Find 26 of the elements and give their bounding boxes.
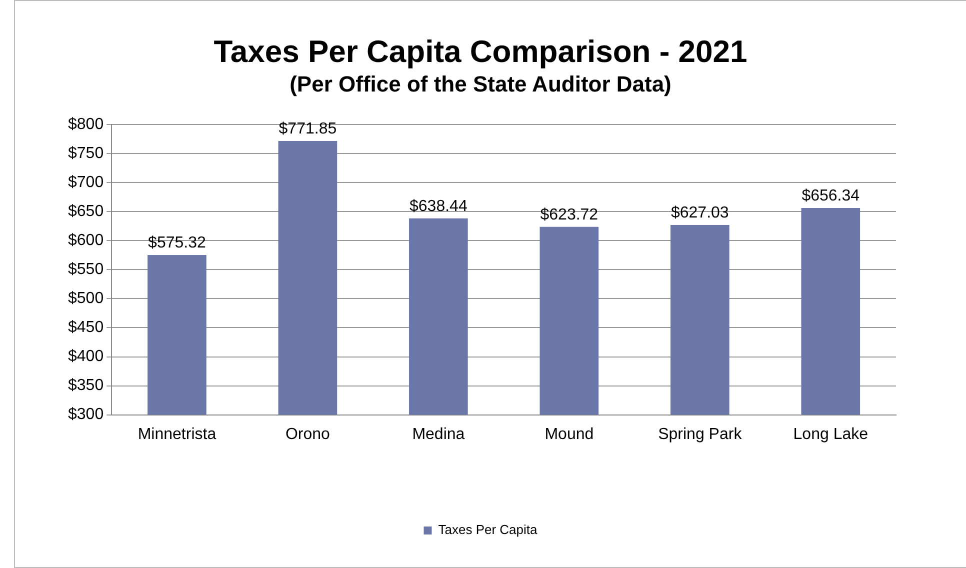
y-tick-label: $550 bbox=[68, 261, 104, 278]
y-tick-label: $650 bbox=[68, 203, 104, 220]
y-tick-label: $500 bbox=[68, 290, 104, 308]
x-tick-label: Orono bbox=[285, 426, 330, 443]
legend-label: Taxes Per Capita bbox=[438, 522, 538, 538]
y-tick-label: $350 bbox=[68, 377, 104, 394]
data-label: $627.03 bbox=[670, 204, 729, 222]
y-tick-label: $750 bbox=[68, 145, 104, 162]
y-tick-label: $600 bbox=[68, 232, 104, 250]
data-label: $656.34 bbox=[802, 187, 860, 204]
x-tick-label: Long Lake bbox=[793, 426, 868, 443]
data-label: $575.32 bbox=[148, 234, 206, 252]
x-tick-label: Mound bbox=[544, 426, 594, 443]
chart-title: Taxes Per Capita Comparison - 2021 bbox=[214, 34, 748, 70]
y-tick-label: $700 bbox=[68, 174, 104, 192]
y-tick-label: $400 bbox=[68, 348, 104, 366]
chart-subtitle: (Per Office of the State Auditor Data) bbox=[290, 71, 672, 96]
data-label: $638.44 bbox=[410, 198, 468, 215]
y-tick-label: $300 bbox=[68, 406, 104, 424]
y-tick-label: $800 bbox=[68, 116, 104, 134]
y-tick-label: $450 bbox=[68, 319, 104, 336]
data-label: $771.85 bbox=[278, 120, 337, 138]
x-tick-label: Minnetrista bbox=[138, 426, 216, 443]
x-tick-label: Medina bbox=[412, 426, 465, 443]
data-label: $623.72 bbox=[540, 206, 598, 224]
x-tick-label: Spring Park bbox=[658, 426, 743, 443]
